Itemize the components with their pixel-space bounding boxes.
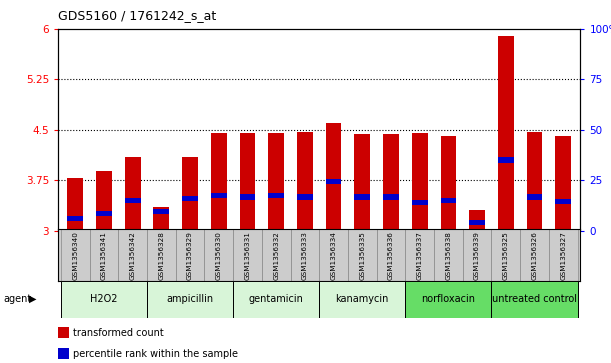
Bar (405, 281, 491, 318)
Bar (233, 229, 262, 281)
Bar (376, 229, 405, 281)
Text: GSM1356329: GSM1356329 (187, 231, 193, 280)
Bar (383, 134, 399, 231)
Bar (240, 194, 255, 200)
Text: GSM1356341: GSM1356341 (101, 231, 107, 280)
Bar (147, 281, 233, 318)
Bar (354, 194, 370, 200)
Text: norfloxacin: norfloxacin (422, 294, 475, 304)
Bar (498, 36, 514, 231)
Bar (412, 133, 428, 231)
Text: GSM1356336: GSM1356336 (388, 231, 394, 280)
Bar (491, 281, 577, 318)
Bar (90, 229, 119, 281)
Text: GSM1356333: GSM1356333 (302, 231, 308, 280)
Bar (441, 136, 456, 231)
Bar (527, 194, 543, 200)
Bar (520, 229, 549, 281)
Bar (383, 194, 399, 200)
Bar (469, 220, 485, 225)
Bar (555, 199, 571, 204)
Bar (67, 178, 83, 231)
Bar (119, 229, 147, 281)
Bar (147, 229, 176, 281)
Bar (153, 207, 169, 231)
Bar (498, 157, 514, 163)
Bar (240, 133, 255, 231)
Bar (61, 229, 90, 281)
Bar (211, 193, 227, 198)
Bar (268, 133, 284, 231)
Text: GSM1356342: GSM1356342 (130, 231, 136, 280)
Bar (412, 200, 428, 205)
Text: GSM1356334: GSM1356334 (331, 231, 337, 280)
Text: GSM1356331: GSM1356331 (244, 231, 251, 280)
Text: GSM1356332: GSM1356332 (273, 231, 279, 280)
Text: percentile rank within the sample: percentile rank within the sample (73, 348, 238, 359)
Text: gentamicin: gentamicin (249, 294, 304, 304)
Bar (67, 216, 83, 221)
Text: GSM1356327: GSM1356327 (560, 231, 566, 280)
Bar (326, 123, 342, 231)
Bar (268, 193, 284, 198)
Bar (182, 196, 198, 201)
Text: transformed count: transformed count (73, 327, 164, 338)
Bar (211, 133, 227, 231)
Text: GSM1356338: GSM1356338 (445, 231, 452, 280)
Bar (262, 229, 291, 281)
Bar (61, 281, 147, 318)
Bar (491, 229, 520, 281)
Bar (297, 194, 313, 200)
Bar (354, 134, 370, 231)
Bar (405, 229, 434, 281)
Bar (319, 229, 348, 281)
Text: ▶: ▶ (29, 294, 37, 304)
Text: GSM1356335: GSM1356335 (359, 231, 365, 280)
Text: GDS5160 / 1761242_s_at: GDS5160 / 1761242_s_at (58, 9, 216, 22)
Bar (96, 211, 112, 216)
Bar (326, 179, 342, 184)
Bar (527, 132, 543, 231)
Bar (319, 281, 405, 318)
Text: untreated control: untreated control (492, 294, 577, 304)
Text: GSM1356340: GSM1356340 (72, 231, 78, 280)
Text: GSM1356330: GSM1356330 (216, 231, 222, 280)
Bar (205, 229, 233, 281)
Bar (549, 229, 577, 281)
Text: GSM1356325: GSM1356325 (503, 231, 509, 280)
Bar (469, 211, 485, 231)
Bar (348, 229, 376, 281)
Bar (125, 197, 141, 203)
Text: GSM1356326: GSM1356326 (532, 231, 538, 280)
Text: H2O2: H2O2 (90, 294, 118, 304)
Text: GSM1356328: GSM1356328 (158, 231, 164, 280)
Bar (434, 229, 463, 281)
Bar (291, 229, 319, 281)
Bar (441, 197, 456, 203)
Bar (233, 281, 319, 318)
Text: kanamycin: kanamycin (335, 294, 389, 304)
Text: ampicillin: ampicillin (167, 294, 214, 304)
Bar (555, 136, 571, 231)
Text: GSM1356337: GSM1356337 (417, 231, 423, 280)
Bar (125, 157, 141, 231)
Text: agent: agent (3, 294, 31, 304)
Bar (176, 229, 205, 281)
Bar (96, 171, 112, 231)
Bar (153, 209, 169, 215)
Bar (463, 229, 491, 281)
Bar (182, 157, 198, 231)
Text: GSM1356339: GSM1356339 (474, 231, 480, 280)
Bar (297, 132, 313, 231)
